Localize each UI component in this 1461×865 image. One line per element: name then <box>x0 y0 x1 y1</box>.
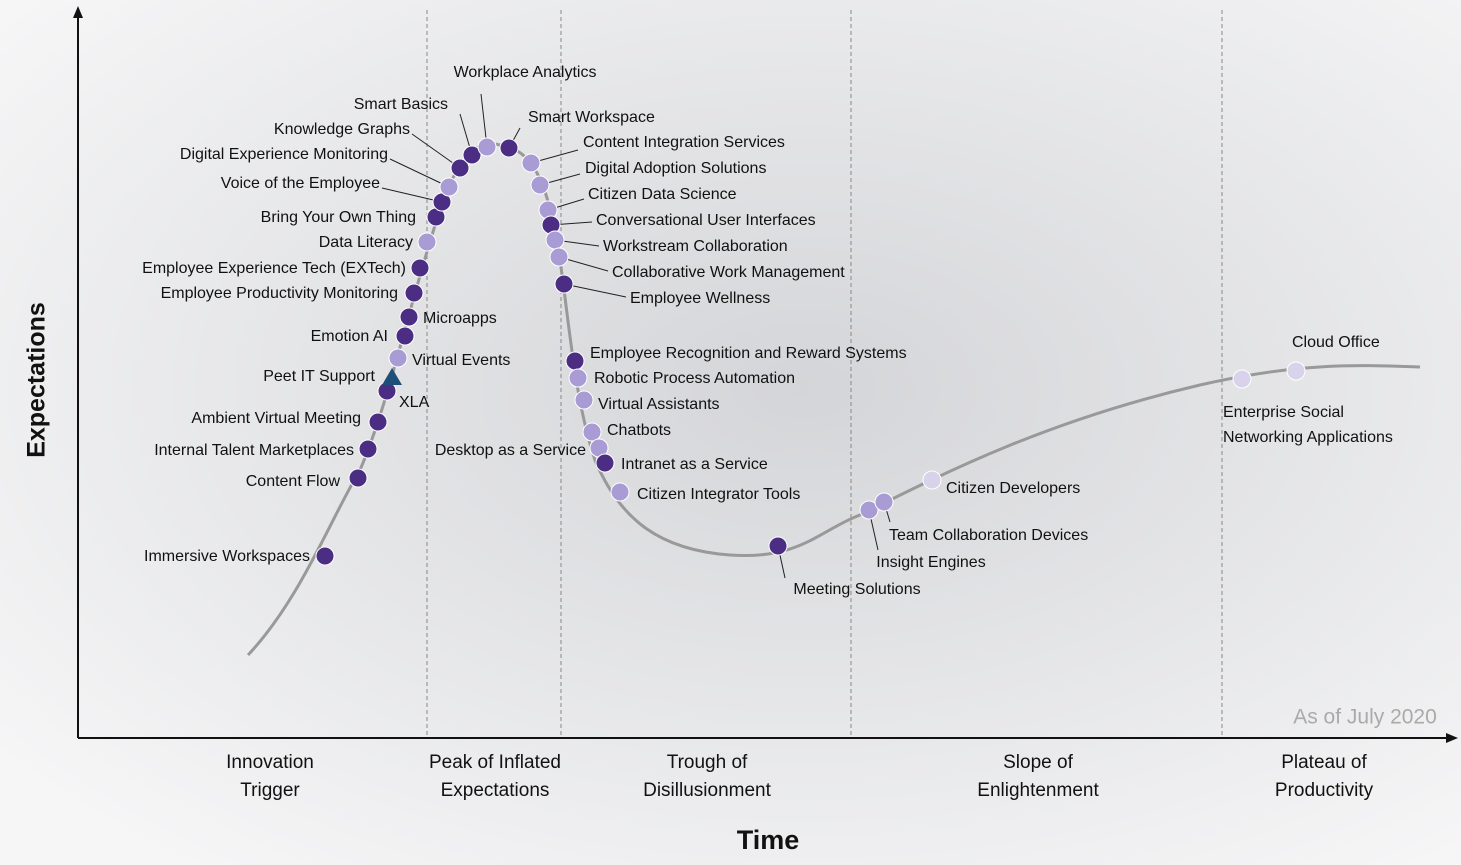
node-label: Employee Experience Tech (EXTech) <box>142 260 406 277</box>
node-marker <box>1232 369 1252 389</box>
node-marker <box>595 453 615 473</box>
node-label: Workstream Collaboration <box>603 238 788 255</box>
phase-label: Disillusionment <box>643 780 771 801</box>
node-label: Collaborative Work Management <box>612 264 845 281</box>
node-marker <box>399 307 419 327</box>
node-label: Enterprise Social <box>1223 404 1344 421</box>
x-arrow <box>1446 733 1458 743</box>
leader-line <box>563 283 627 298</box>
as-of-note: As of July 2020 <box>1293 706 1437 729</box>
phase-label: Enlightenment <box>977 780 1099 801</box>
node-label: Ambient Virtual Meeting <box>191 410 361 427</box>
phase-label: Trigger <box>240 780 300 801</box>
node-label: XLA <box>399 394 430 411</box>
node-marker <box>395 326 415 346</box>
node-marker <box>348 468 368 488</box>
node-marker <box>610 482 630 502</box>
node-label: Bring Your Own Thing <box>261 209 416 226</box>
phase-label: Expectations <box>441 780 550 801</box>
node-label: Virtual Events <box>412 352 510 369</box>
node-label: Cloud Office <box>1292 334 1380 351</box>
leader-line <box>389 158 450 188</box>
node-marker <box>417 232 437 252</box>
node-label: Workplace Analytics <box>454 64 597 81</box>
node-label: Desktop as a Service <box>435 442 586 459</box>
node-marker <box>574 390 594 410</box>
node-marker <box>410 258 430 278</box>
leader-line <box>381 187 443 203</box>
node-marker <box>462 145 482 165</box>
node-label: Digital Adoption Solutions <box>585 160 766 177</box>
node-label: Content Flow <box>246 473 341 490</box>
node-label: Intranet as a Service <box>621 456 768 473</box>
node-marker <box>859 500 879 520</box>
node-label: Virtual Assistants <box>598 396 720 413</box>
node-marker <box>565 351 585 371</box>
node-label: Smart Basics <box>354 96 448 113</box>
phase-label: Slope of <box>1003 752 1073 773</box>
node-marker <box>922 470 942 490</box>
node-label: Employee Recognition and Reward Systems <box>590 345 907 362</box>
node-label: Conversational User Interfaces <box>596 212 816 229</box>
node-label: Emotion AI <box>311 328 388 345</box>
node-label: Citizen Integrator Tools <box>637 486 800 503</box>
node-label: Immersive Workspaces <box>144 548 310 565</box>
node-label: Knowledge Graphs <box>274 121 410 138</box>
node-marker <box>404 283 424 303</box>
node-marker <box>477 137 497 157</box>
node-label: Microapps <box>423 310 497 327</box>
node-label: Networking Applications <box>1223 429 1393 446</box>
node-marker <box>450 158 470 178</box>
node-marker <box>1286 361 1306 381</box>
node-marker <box>382 368 402 385</box>
x-axis-title: Time <box>737 825 800 855</box>
leader-line <box>411 133 461 169</box>
y-axis-title: Expectations <box>23 302 51 458</box>
node-marker <box>582 422 602 442</box>
node-label: Voice of the Employee <box>221 175 380 192</box>
phase-label: Innovation <box>226 752 314 773</box>
node-label: Smart Workspace <box>528 109 655 126</box>
node-label: Robotic Process Automation <box>594 370 795 387</box>
node-label: Peet IT Support <box>263 368 375 385</box>
node-label: Insight Engines <box>876 554 985 571</box>
phase-label: Trough of <box>667 752 748 773</box>
node-marker <box>874 492 894 512</box>
node-label: Internal Talent Marketplaces <box>154 442 354 459</box>
phase-label: Productivity <box>1275 780 1374 801</box>
node-marker <box>521 153 541 173</box>
node-marker <box>358 439 378 459</box>
node-marker <box>388 348 408 368</box>
node-label: Team Collaboration Devices <box>889 527 1088 544</box>
node-marker <box>315 546 335 566</box>
node-marker <box>554 274 574 294</box>
phase-label: Plateau of <box>1281 752 1367 773</box>
node-label: Data Literacy <box>319 234 413 251</box>
node-marker <box>530 175 550 195</box>
phase-label: Peak of Inflated <box>429 752 561 773</box>
node-label: Citizen Data Science <box>588 186 737 203</box>
node-label: Employee Productivity Monitoring <box>161 285 398 302</box>
node-marker <box>549 247 569 267</box>
node-label: Meeting Solutions <box>793 581 920 598</box>
node-marker <box>545 230 565 250</box>
node-marker <box>499 138 519 158</box>
node-label: Content Integration Services <box>583 134 785 151</box>
node-marker <box>368 412 388 432</box>
node-label: Chatbots <box>607 422 671 439</box>
node-marker <box>768 536 788 556</box>
y-arrow <box>73 6 83 18</box>
node-marker <box>439 177 459 197</box>
node-marker <box>568 368 588 388</box>
node-label: Digital Experience Monitoring <box>180 146 388 163</box>
node-label: Citizen Developers <box>946 480 1080 497</box>
node-label: Employee Wellness <box>630 290 770 307</box>
